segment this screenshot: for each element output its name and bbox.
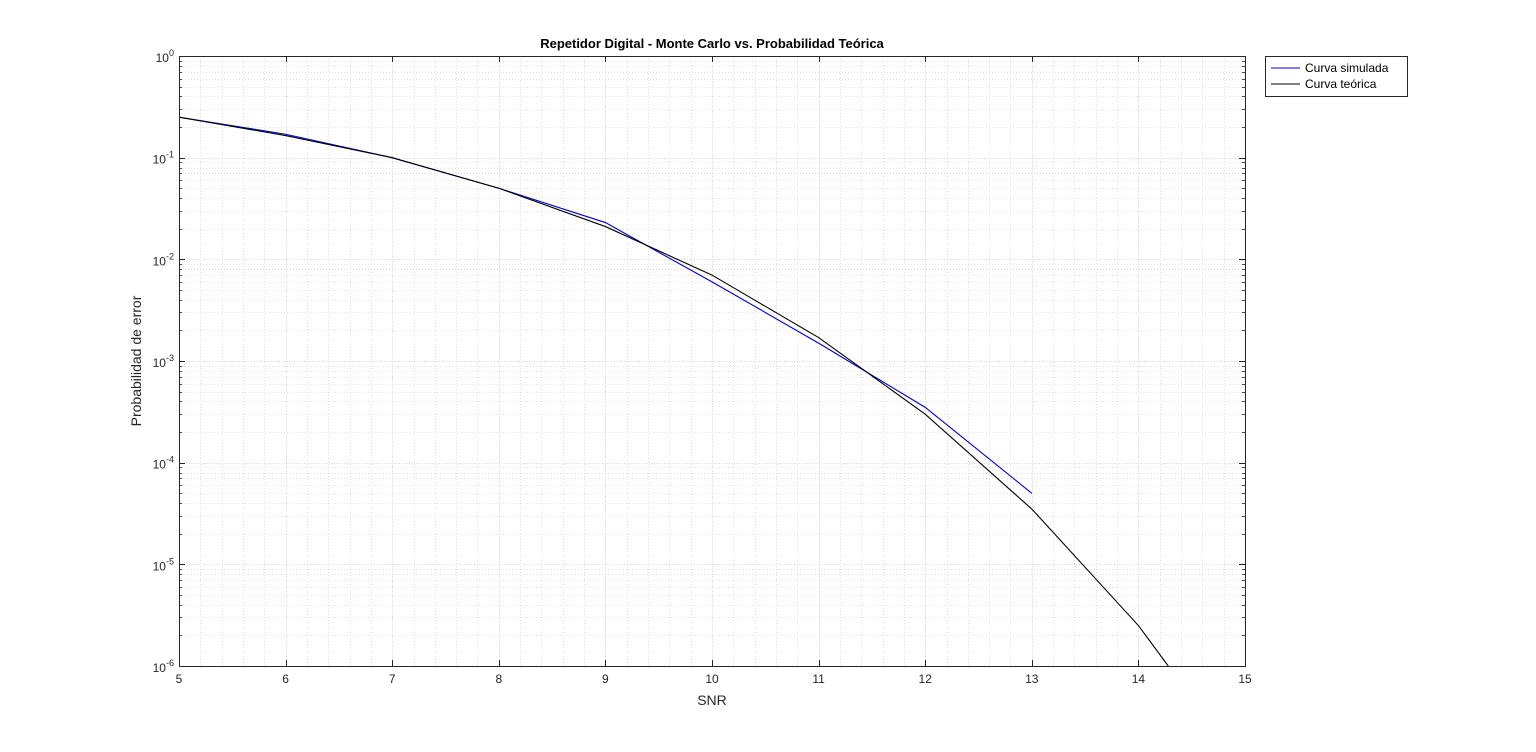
y-tick-base: 10 (153, 458, 167, 472)
y-tick-exponent: -5 (166, 556, 174, 566)
y-tick-exponent: -3 (166, 353, 174, 363)
y-tick-exponent: 0 (169, 48, 174, 58)
x-tick-label: 13 (1025, 672, 1039, 686)
y-tick-base: 10 (156, 51, 170, 65)
y-tick-label: 10-4 (153, 455, 174, 472)
legend-box (1265, 56, 1408, 97)
x-tick-label: 15 (1238, 672, 1252, 686)
y-tick-label: 10-5 (153, 556, 174, 573)
legend[interactable]: Curva simulada Curva teórica (1265, 56, 1408, 97)
chart-title: Repetidor Digital - Monte Carlo vs. Prob… (540, 36, 884, 51)
legend-label-curva-teorica: Curva teórica (1305, 77, 1377, 91)
y-tick-exponent: -1 (166, 150, 174, 160)
x-axis-label: SNR (697, 692, 727, 708)
y-tick-label: 10-2 (153, 251, 174, 268)
x-tick-label: 14 (1132, 672, 1146, 686)
x-tick-labels: 5 6 7 8 9 10 11 12 13 14 15 (176, 672, 1252, 686)
x-tick-label: 9 (602, 672, 609, 686)
major-grid (179, 56, 1245, 666)
minor-grid (179, 56, 1245, 666)
series-layer (179, 116, 1169, 666)
series-line-curva-teorica (179, 116, 1169, 666)
series-line-curva-simulada (179, 116, 1033, 494)
y-tick-base: 10 (153, 559, 167, 573)
y-axis-label: Probabilidad de error (128, 295, 144, 426)
y-tick-base: 10 (153, 254, 167, 268)
y-tick-base: 10 (153, 356, 167, 370)
x-tick-label: 6 (282, 672, 289, 686)
x-tick-label: 12 (919, 672, 933, 686)
legend-label-curva-simulada: Curva simulada (1305, 61, 1389, 75)
y-tick-label: 100 (156, 48, 174, 65)
x-tick-label: 11 (812, 672, 825, 686)
x-tick-label: 5 (176, 672, 183, 686)
y-tick-label: 10-3 (153, 353, 174, 370)
y-tick-base: 10 (153, 153, 167, 167)
y-tick-exponent: -6 (166, 658, 174, 668)
y-tick-exponent: -4 (166, 455, 174, 465)
y-tick-label: 10-1 (153, 150, 174, 167)
axis-ticks (179, 56, 1246, 667)
x-tick-label: 10 (705, 672, 719, 686)
y-tick-label: 10-6 (153, 658, 174, 675)
y-tick-exponent: -2 (166, 251, 174, 261)
x-tick-label: 7 (389, 672, 396, 686)
y-tick-base: 10 (153, 661, 167, 675)
x-tick-label: 8 (495, 672, 502, 686)
